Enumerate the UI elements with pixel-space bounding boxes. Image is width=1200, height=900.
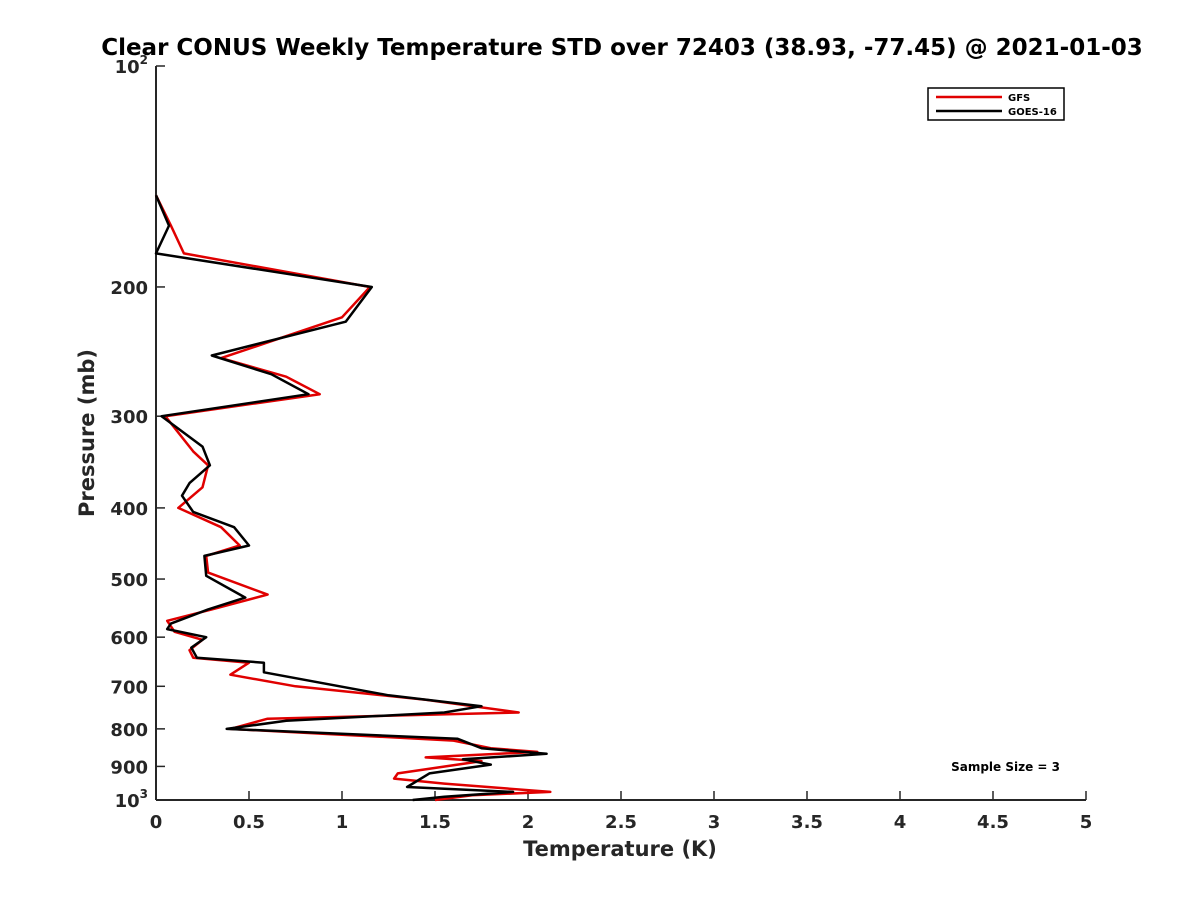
series-line-gfs bbox=[154, 194, 552, 802]
x-tick-label: 3.5 bbox=[791, 812, 823, 833]
legend: GFS GOES-16 bbox=[927, 87, 1065, 121]
x-axis-label: Temperature (K) bbox=[523, 837, 717, 861]
x-tick-label: 0 bbox=[150, 812, 163, 833]
sample-size-annotation: Sample Size = 3 bbox=[951, 760, 1060, 774]
x-tick-label: 5 bbox=[1080, 812, 1093, 833]
y-tick-label: 400 bbox=[110, 499, 148, 520]
legend-label-gfs: GFS bbox=[1008, 93, 1030, 104]
series-lines bbox=[154, 194, 552, 802]
series-line-goes16 bbox=[154, 194, 548, 802]
x-tick-label: 3 bbox=[708, 812, 721, 833]
x-tick-label: 2.5 bbox=[605, 812, 637, 833]
y-tick-base: 10 bbox=[115, 57, 140, 78]
y-tick-label: 102 bbox=[115, 53, 148, 78]
x-tick-label: 4 bbox=[894, 812, 907, 833]
y-tick-label: 200 bbox=[110, 278, 148, 299]
x-tick-label: 1 bbox=[336, 812, 349, 833]
y-tick-exponent: 2 bbox=[140, 53, 148, 67]
x-axis-ticks: 0 0.5 1 1.5 2 2.5 3 3.5 4 4.5 5 bbox=[150, 791, 1093, 833]
y-axis-label: Pressure (mb) bbox=[75, 349, 99, 517]
y-tick-label: 300 bbox=[110, 407, 148, 428]
plot-area bbox=[155, 66, 1086, 801]
chart-title: Clear CONUS Weekly Temperature STD over … bbox=[101, 35, 1143, 61]
y-tick-base: 10 bbox=[115, 791, 140, 812]
y-tick-label: 900 bbox=[110, 757, 148, 778]
legend-label-goes16: GOES-16 bbox=[1008, 107, 1057, 118]
y-tick-label: 700 bbox=[110, 677, 148, 698]
legend-box bbox=[927, 87, 1065, 121]
y-tick-label: 103 bbox=[115, 787, 148, 812]
y-tick-exponent: 3 bbox=[140, 787, 148, 801]
x-tick-label: 4.5 bbox=[977, 812, 1009, 833]
y-tick-label: 500 bbox=[110, 570, 148, 591]
x-tick-label: 1.5 bbox=[419, 812, 451, 833]
y-tick-label: 800 bbox=[110, 720, 148, 741]
x-tick-label: 0.5 bbox=[233, 812, 265, 833]
x-tick-label: 2 bbox=[522, 812, 535, 833]
y-tick-label: 600 bbox=[110, 628, 148, 649]
